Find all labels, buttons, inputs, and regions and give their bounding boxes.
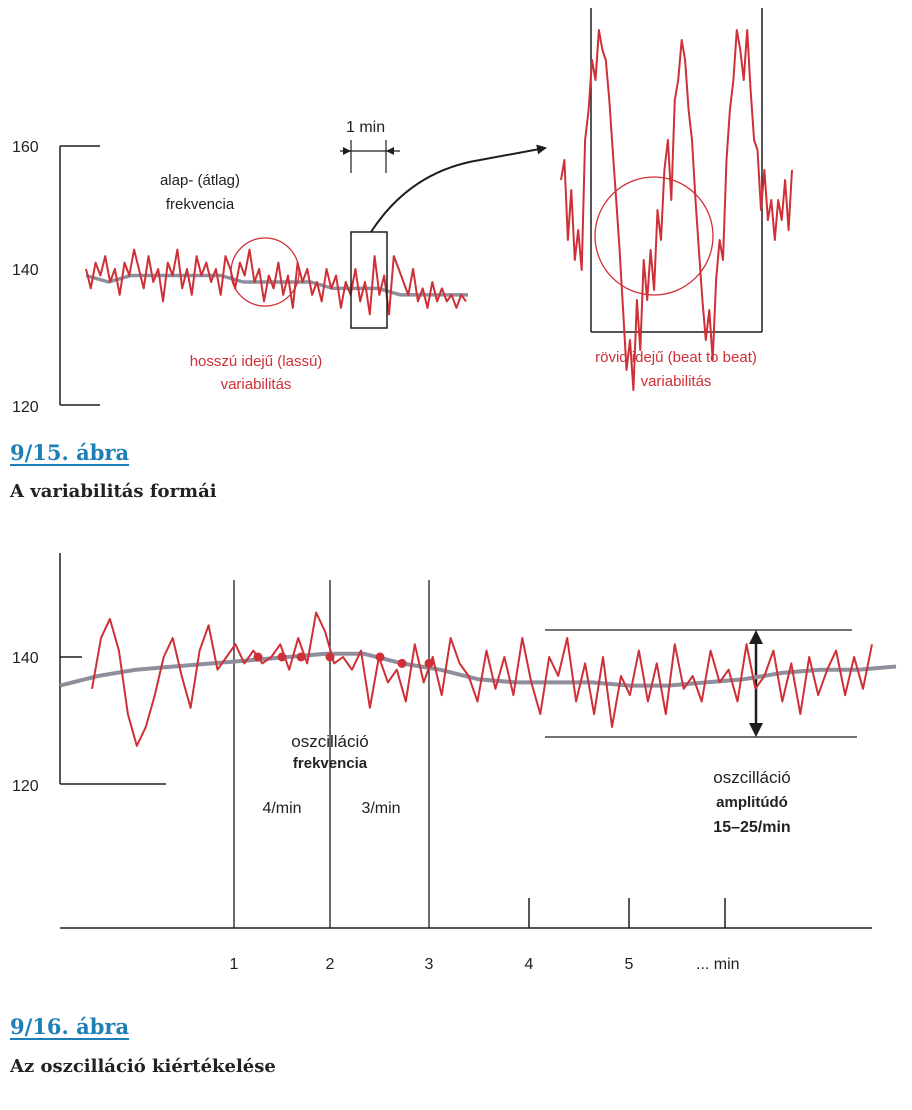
- rate-label-a: 4/min: [262, 800, 301, 817]
- scale-label: 1 min: [346, 119, 385, 136]
- figure-caption: Az oszcilláció kiértékelése: [10, 1056, 276, 1077]
- crossing-marker: [424, 658, 434, 668]
- scale-arrow-left: [343, 147, 351, 155]
- amplitude-arrow-head-up: [749, 630, 763, 644]
- amplitude-arrow-head-down: [749, 723, 763, 737]
- selection-box: [350, 231, 388, 329]
- figure-caption: A variabilitás formái: [10, 481, 217, 502]
- x-tick-label: 5: [625, 956, 634, 973]
- figure-variability-chart: 160 140 120 1 min alap- (átlag) frekvenc…: [12, 8, 793, 416]
- amplitude-label-line1: oszcilláció: [713, 768, 790, 787]
- crossing-marker: [375, 652, 385, 662]
- y-tick-label: 140: [12, 262, 39, 279]
- series-heart-rate-line: [85, 248, 467, 316]
- figure-label: 9/16. ábra: [10, 1014, 130, 1039]
- short-variability-label-line1: rövid idejű (beat to beat): [595, 349, 757, 366]
- series-baseline-line: [59, 651, 897, 688]
- amplitude-label-line2: amplitúdó: [716, 794, 788, 811]
- frequency-label-line1: oszcilláció: [291, 732, 368, 751]
- long-variability-circle: [230, 237, 300, 307]
- series-heart-rate-line: [91, 611, 873, 747]
- y-tick-label: 160: [12, 139, 39, 156]
- crossing-marker: [296, 652, 306, 662]
- crossing-marker: [277, 652, 287, 662]
- y-tick-label: 120: [12, 399, 39, 416]
- rate-label-b: 3/min: [361, 800, 400, 817]
- long-variability-label-line2: variabilitás: [221, 376, 292, 393]
- long-variability-label-line1: hosszú idejű (lassú): [190, 353, 323, 370]
- series-baseline-line: [85, 273, 468, 297]
- figure-label: 9/15. ábra: [10, 440, 130, 465]
- x-tick-label: 2: [326, 956, 335, 973]
- short-variability-circle: [594, 176, 714, 296]
- crossing-marker: [253, 652, 263, 662]
- crossing-marker: [325, 652, 335, 662]
- zoom-arrow: [370, 144, 547, 233]
- x-tick-label: 3: [425, 956, 434, 973]
- x-tick-label: 1: [230, 956, 239, 973]
- x-tick-label: 4: [525, 956, 534, 973]
- baseline-label-line2: frekvencia: [166, 196, 235, 213]
- y-tick-label: 120: [12, 778, 39, 795]
- figure-oscillation-chart: 140 120 1 2 3 4 5 ... min oszcilláció fr…: [12, 553, 897, 973]
- crossing-markers: [253, 652, 434, 668]
- scale-arrow-right: [386, 147, 394, 155]
- amplitude-label-line3: 15–25/min: [713, 819, 790, 836]
- crossing-marker: [397, 658, 407, 668]
- short-variability-label-line2: variabilitás: [641, 373, 712, 390]
- y-tick-label: 140: [12, 650, 39, 667]
- frequency-label-line2: frekvencia: [293, 755, 368, 772]
- zoomed-heart-rate-line: [560, 29, 793, 391]
- x-tick-label: ... min: [696, 956, 740, 973]
- baseline-label-line1: alap- (átlag): [160, 172, 240, 189]
